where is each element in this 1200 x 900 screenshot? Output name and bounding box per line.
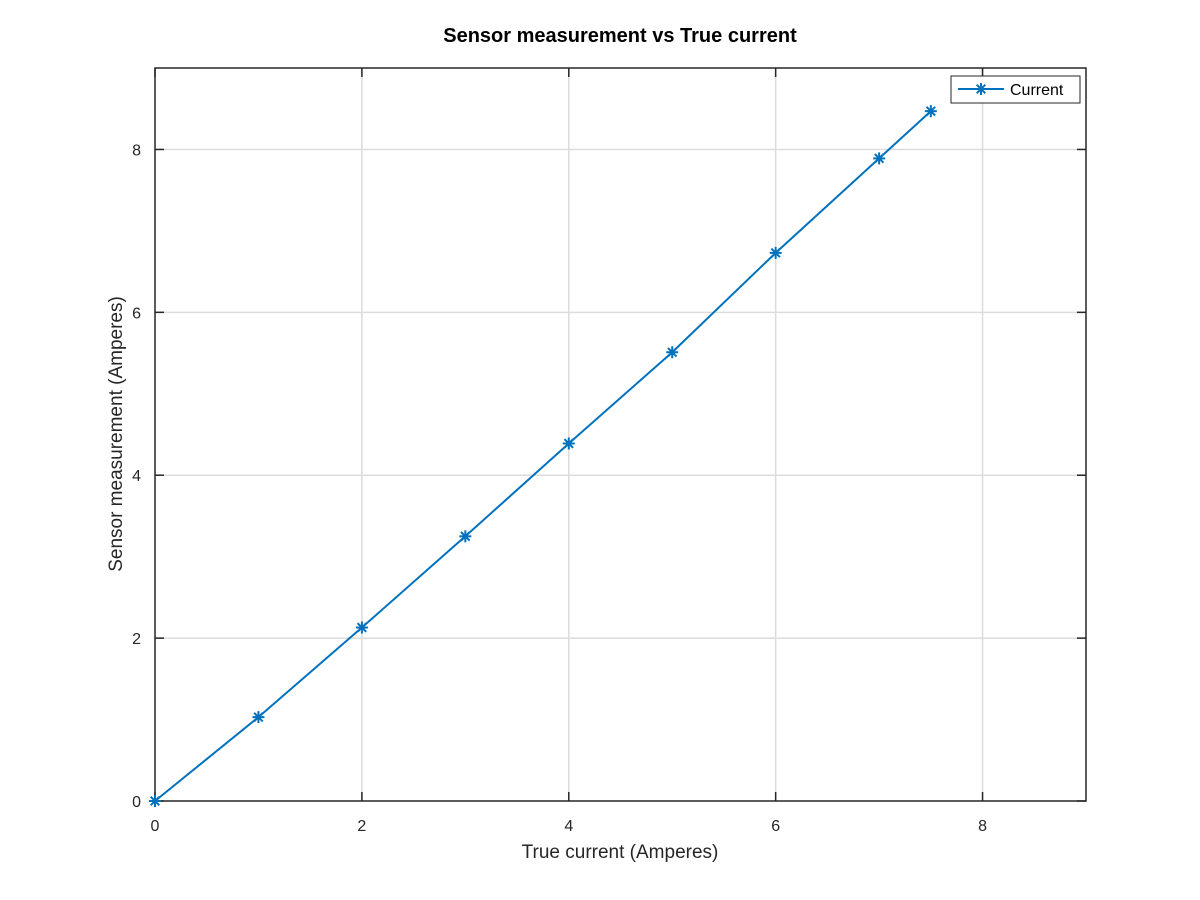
- y-axis-label: Sensor measurement (Amperes): [106, 296, 127, 572]
- legend-marker: [975, 83, 987, 95]
- legend-asterisk-icon: [975, 83, 987, 95]
- data-point-marker: [769, 246, 782, 259]
- data-point-marker: [666, 346, 679, 359]
- y-tick-label: 2: [132, 631, 141, 648]
- data-point-marker: [562, 437, 575, 450]
- legend-label: Current: [1010, 82, 1064, 99]
- data-point-marker: [355, 621, 368, 634]
- legend: Current: [950, 75, 1081, 104]
- chart-title: Sensor measurement vs True current: [443, 25, 797, 47]
- data-point-marker: [149, 795, 161, 807]
- series-line-current: [154, 110, 932, 802]
- data-point-marker: [252, 711, 265, 724]
- data-point-marker: [924, 105, 937, 118]
- x-tick-label: 0: [151, 818, 160, 835]
- y-tick-label: 0: [132, 794, 141, 811]
- y-tick-label: 6: [132, 305, 141, 322]
- x-tick-label: 8: [978, 818, 987, 835]
- y-tick-label: 4: [132, 468, 141, 485]
- x-tick-label: 4: [564, 818, 573, 835]
- y-tick-label: 8: [132, 142, 141, 159]
- data-point-marker: [873, 152, 886, 165]
- data-point-marker: [459, 530, 472, 543]
- axis-ticks: 0 2 4 6 8 0 2 4 6 8: [132, 68, 1086, 835]
- x-tick-label: 6: [771, 818, 780, 835]
- x-axis-label: True current (Amperes): [522, 842, 719, 863]
- grid-lines: [155, 68, 1086, 801]
- series-layer: [149, 105, 937, 807]
- x-tick-label: 2: [357, 818, 366, 835]
- axes-frame: [154, 67, 1087, 802]
